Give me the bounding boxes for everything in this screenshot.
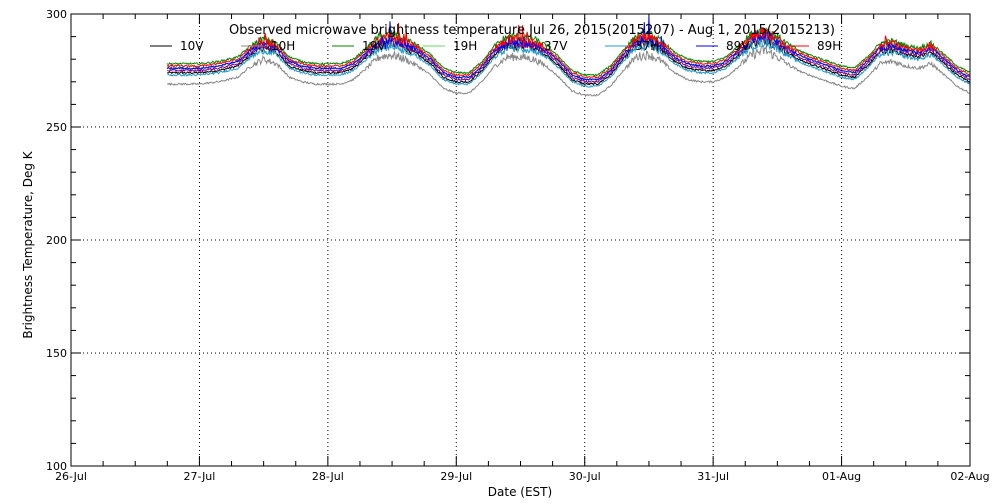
x-axis-label: Date (EST) [488, 485, 552, 499]
chart-title: Observed microwave brightness temperatur… [229, 23, 835, 38]
legend-label-37h: 37H [635, 39, 659, 53]
series-line-37h [167, 35, 970, 88]
x-tick-label: 31-Jul [697, 470, 729, 483]
legend: 10V 10H 19V 19H 37V 37H 89V 89H [150, 39, 841, 53]
series-line-19v [166, 27, 970, 77]
x-tick-label: 02-Aug [950, 470, 989, 483]
y-tick-label: 200 [46, 234, 67, 247]
x-tick-label: 27-Jul [183, 470, 215, 483]
x-tick-label: 01-Aug [822, 470, 861, 483]
series-line-37v [167, 32, 970, 84]
series-line-10h [166, 44, 970, 98]
legend-label-89h: 89H [817, 39, 841, 53]
series-line-89h [166, 22, 970, 79]
y-axis-label: Brightness Temperature, Deg K [21, 150, 35, 338]
x-tick-label: 26-Jul [55, 470, 87, 483]
x-tick-label: 28-Jul [312, 470, 344, 483]
y-tick-label: 100 [46, 460, 67, 473]
series-line-10v [167, 33, 970, 86]
legend-label-89v: 89V [726, 39, 750, 53]
x-tick-label: 30-Jul [569, 470, 601, 483]
y-tick-label: 150 [46, 347, 67, 360]
x-tick-label: 29-Jul [440, 470, 472, 483]
axis-ticks: 100 150 200 250 300 26-Jul 27-Jul 28-Jul 29-Jul 3… [46, 8, 990, 483]
series-line-89v [166, 17, 970, 82]
y-tick-label: 300 [46, 8, 67, 21]
legend-label-10v: 10V [180, 39, 204, 53]
legend-label-19v: 19V [362, 39, 386, 53]
grid-lines [71, 14, 970, 466]
legend-label-37v: 37V [544, 39, 568, 53]
y-tick-label: 250 [46, 121, 67, 134]
legend-label-19h: 19H [453, 39, 477, 53]
series-lines [166, 17, 970, 98]
legend-label-10h: 10H [271, 39, 295, 53]
